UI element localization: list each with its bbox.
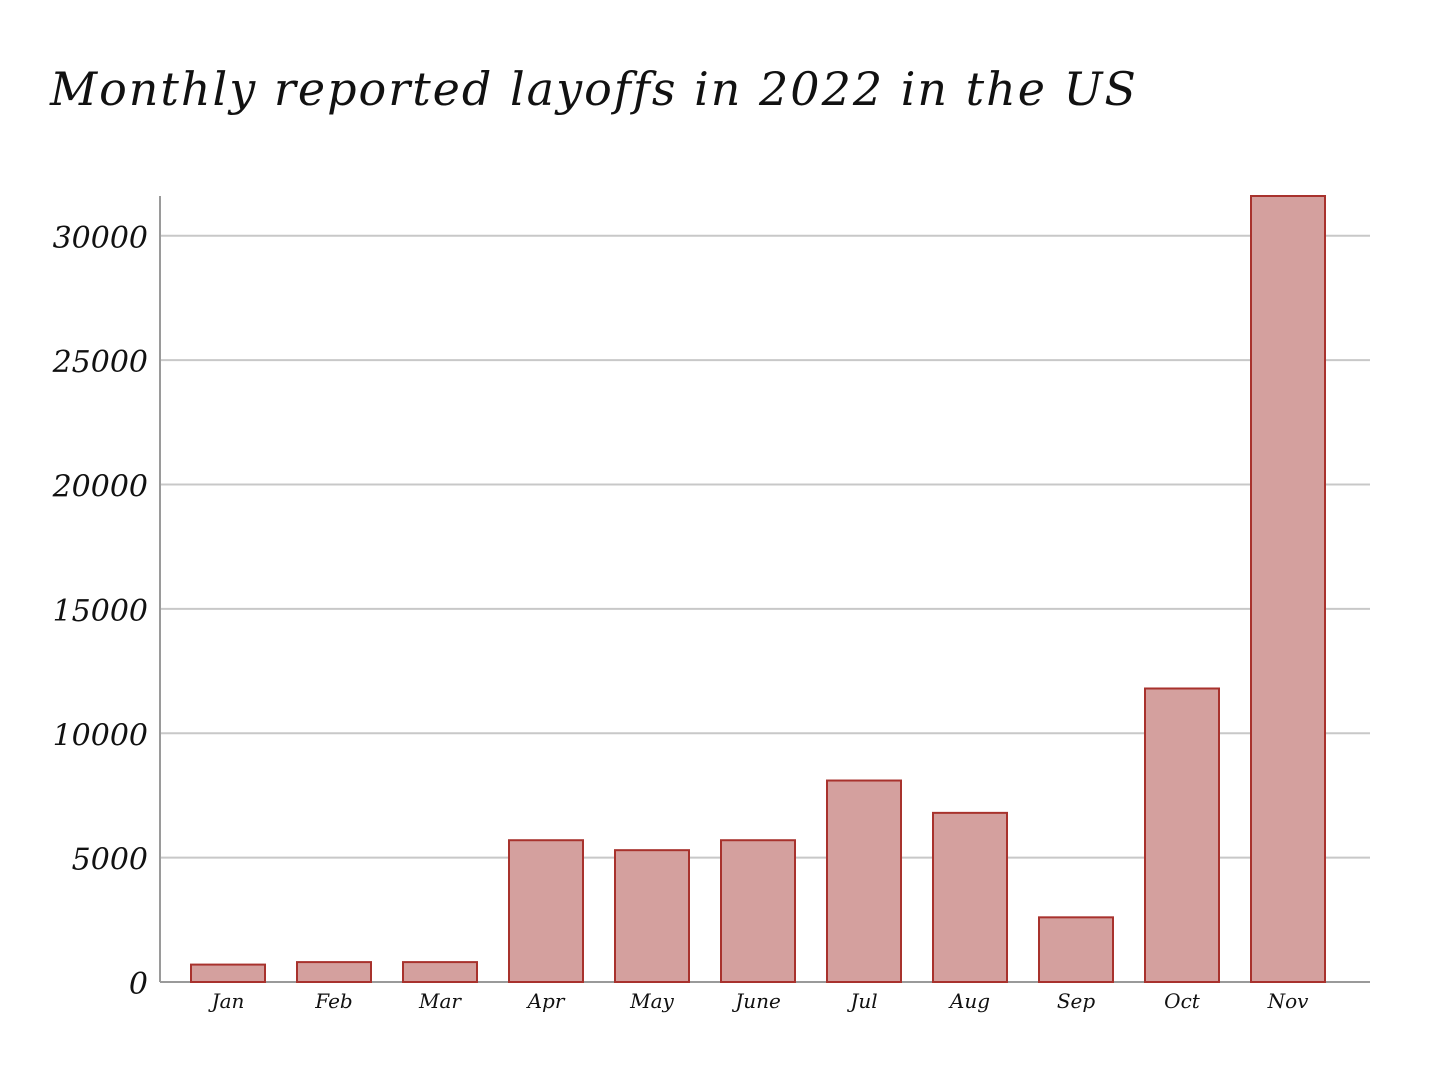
- x-tick-label: Jan: [208, 989, 245, 1013]
- x-tick-label: Sep: [1057, 989, 1096, 1013]
- x-tick-label: Feb: [314, 989, 352, 1013]
- x-tick-label: Apr: [526, 989, 566, 1013]
- y-tick-label: 30000: [53, 221, 148, 256]
- y-tick-label: 20000: [52, 470, 148, 505]
- x-tick-label: Mar: [418, 989, 462, 1013]
- x-tick-label: Oct: [1164, 989, 1201, 1013]
- bar-feb: [296, 961, 372, 983]
- bar-mar: [402, 961, 478, 983]
- x-tick-label: June: [731, 989, 781, 1013]
- y-tick-label: 25000: [52, 345, 148, 380]
- y-tick-label: 10000: [53, 718, 148, 753]
- bar-jan: [190, 963, 266, 984]
- y-tick-label: 0: [129, 967, 148, 1002]
- x-tick-label: May: [629, 989, 674, 1013]
- bar-may: [614, 849, 690, 984]
- y-tick-label: 15000: [53, 594, 148, 629]
- x-tick-label: Aug: [948, 989, 990, 1013]
- bar-aug: [932, 811, 1008, 984]
- bar-jul: [826, 779, 902, 984]
- bar-apr: [508, 839, 584, 983]
- bar-june: [720, 839, 796, 983]
- x-tick-label: Nov: [1267, 989, 1310, 1013]
- bar-nov: [1250, 195, 1326, 983]
- bar-sep: [1038, 916, 1114, 983]
- y-tick-label: 5000: [72, 843, 148, 878]
- chart-title: Monthly reported layoffs in 2022 in the …: [50, 62, 1138, 116]
- bar-oct: [1144, 687, 1220, 983]
- x-tick-label: Jul: [846, 989, 877, 1013]
